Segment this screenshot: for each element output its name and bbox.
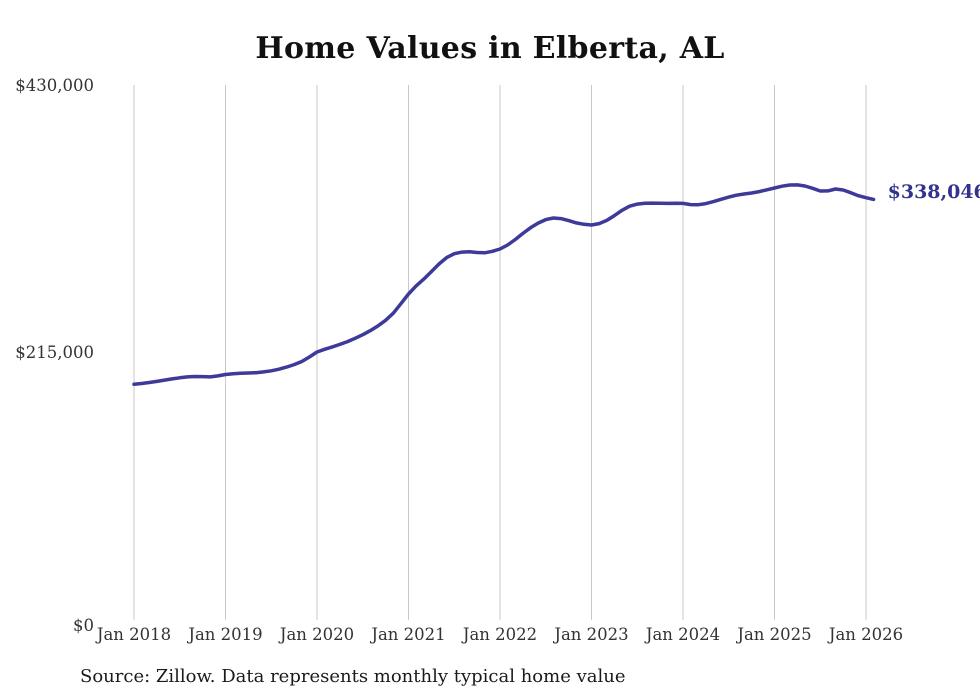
y-axis-tick-label: $0	[73, 616, 94, 635]
x-axis-tick-label: Jan 2022	[462, 625, 538, 644]
home-value-line	[132, 183, 876, 386]
x-axis-tick-label: Jan 2026	[828, 625, 904, 644]
x-axis-tick-label: Jan 2021	[371, 625, 446, 644]
current-value-label: $338,046	[887, 181, 980, 204]
gridlines	[133, 85, 867, 620]
x-axis-tick-label: Jan 2023	[554, 625, 629, 644]
x-axis-tick-label: Jan 2020	[279, 625, 355, 644]
x-axis-tick-label: Jan 2025	[737, 625, 812, 644]
y-axis-tick-label: $430,000	[15, 76, 94, 95]
x-axis-tick-label: Jan 2024	[645, 625, 721, 644]
y-axis-tick-label: $215,000	[15, 343, 94, 362]
source-note: Source: Zillow. Data represents monthly …	[80, 666, 626, 687]
x-axis-tick-label: Jan 2019	[188, 625, 263, 644]
chart-title: Home Values in Elberta, AL	[255, 31, 725, 66]
x-axis-tick-label: Jan 2018	[96, 625, 172, 644]
